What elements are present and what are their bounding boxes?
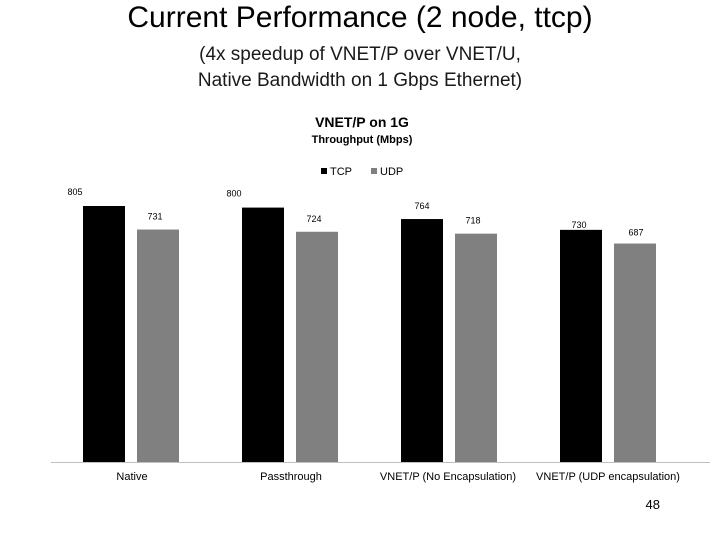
bar-tcp-4 bbox=[560, 229, 602, 462]
data-label-tcp-2: 800 bbox=[226, 189, 241, 199]
chart-title: VNET/P on 1G bbox=[315, 114, 409, 130]
x-tick-label-4: VNET/P (UDP encapsulation) bbox=[536, 471, 680, 483]
slide-subtitle: (4x speedup of VNET/P over VNET/U, Nativ… bbox=[0, 42, 720, 94]
data-label-udp-2: 724 bbox=[306, 214, 321, 224]
legend-swatch-udp bbox=[371, 168, 377, 174]
data-label-tcp-1: 805 bbox=[67, 187, 82, 197]
legend-label-tcp: TCP bbox=[330, 166, 352, 178]
page-number: 48 bbox=[645, 497, 660, 512]
data-label-udp-3: 718 bbox=[465, 216, 480, 226]
chart-subtitle: Throughput (Mbps) bbox=[312, 134, 413, 146]
subtitle-line-2: Native Bandwidth on 1 Gbps Ethernet) bbox=[197, 70, 523, 91]
legend-label-udp: UDP bbox=[380, 166, 403, 178]
bar-tcp-1 bbox=[83, 206, 125, 462]
x-tick-label-1: Native bbox=[116, 471, 147, 483]
data-label-tcp-4: 730 bbox=[571, 220, 586, 230]
data-label-udp-4: 687 bbox=[628, 228, 643, 238]
bar-tcp-3 bbox=[401, 219, 443, 462]
data-label-udp-1: 731 bbox=[147, 212, 162, 222]
bar-udp-4 bbox=[614, 243, 656, 462]
data-label-tcp-3: 764 bbox=[414, 201, 429, 211]
bar-tcp-2 bbox=[242, 207, 284, 462]
legend-swatch-tcp bbox=[321, 168, 327, 174]
bar-udp-1 bbox=[137, 229, 179, 462]
bar-udp-2 bbox=[296, 231, 338, 462]
x-tick-label-3: VNET/P (No Encapsulation) bbox=[380, 471, 516, 483]
subtitle-line-1: (4x speedup of VNET/P over VNET/U, bbox=[199, 44, 521, 65]
slide-title: Current Performance (2 node, ttcp) bbox=[127, 1, 593, 34]
bar-udp-3 bbox=[455, 233, 497, 462]
x-tick-label-2: Passthrough bbox=[260, 471, 322, 483]
